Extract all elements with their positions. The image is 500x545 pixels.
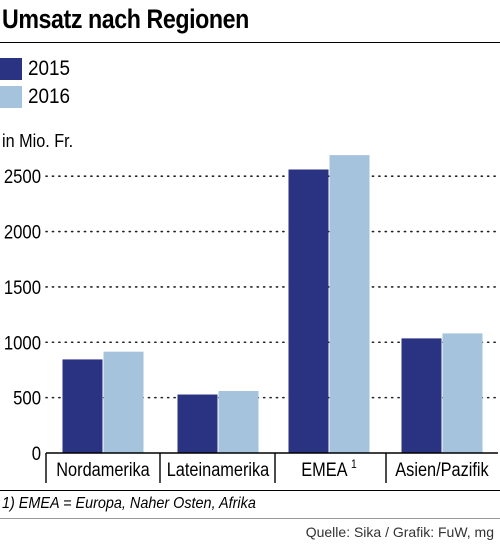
- footnote-divider: [0, 490, 500, 491]
- source-credit: Quelle: Sika / Grafik: FuW, mg: [305, 524, 494, 540]
- legend-item-2016: 2016: [0, 84, 75, 110]
- legend-swatch-2016: [0, 86, 22, 108]
- chart-title: Umsatz nach Regionen: [2, 4, 249, 34]
- legend-label-2015: 2015: [28, 57, 71, 80]
- y-tick-label-0: 0: [32, 443, 41, 464]
- y-tick-label-1000: 1000: [4, 332, 41, 353]
- bar-asien-pazifik-2016: [442, 333, 483, 453]
- legend-label-2016: 2016: [28, 85, 71, 108]
- source-divider: [0, 518, 500, 519]
- bar-emea-2016: [329, 155, 370, 453]
- y-tick-label-2000: 2000: [4, 222, 41, 243]
- x-category-label-lateinamerika: Lateinamerika: [167, 459, 270, 480]
- footnote-marker: 1: [351, 458, 357, 471]
- title-divider: [0, 42, 500, 43]
- x-category-label-nordamerika: Nordamerika: [56, 459, 150, 480]
- bar-nordamerika-2016: [103, 351, 144, 453]
- bar-lateinamerika-2015: [177, 394, 218, 453]
- bar-emea-2015: [288, 169, 329, 453]
- y-tick-label-1500: 1500: [4, 277, 41, 298]
- footnote: 1) EMEA = Europa, Naher Osten, Afrika: [2, 495, 256, 512]
- y-tick-label-500: 500: [13, 388, 41, 409]
- x-category-label-asien-pazifik: Asien/Pazifik: [395, 459, 489, 480]
- y-axis-unit-label: in Mio. Fr.: [2, 131, 74, 151]
- y-tick-label-2500: 2500: [4, 166, 41, 187]
- bar-asien-pazifik-2015: [401, 338, 442, 453]
- legend-swatch-2015: [0, 58, 22, 80]
- legend-item-2015: 2015: [0, 56, 75, 82]
- x-category-label-emea: EMEA 1: [301, 458, 356, 480]
- bar-nordamerika-2015: [62, 359, 103, 453]
- bar-lateinamerika-2016: [218, 390, 259, 453]
